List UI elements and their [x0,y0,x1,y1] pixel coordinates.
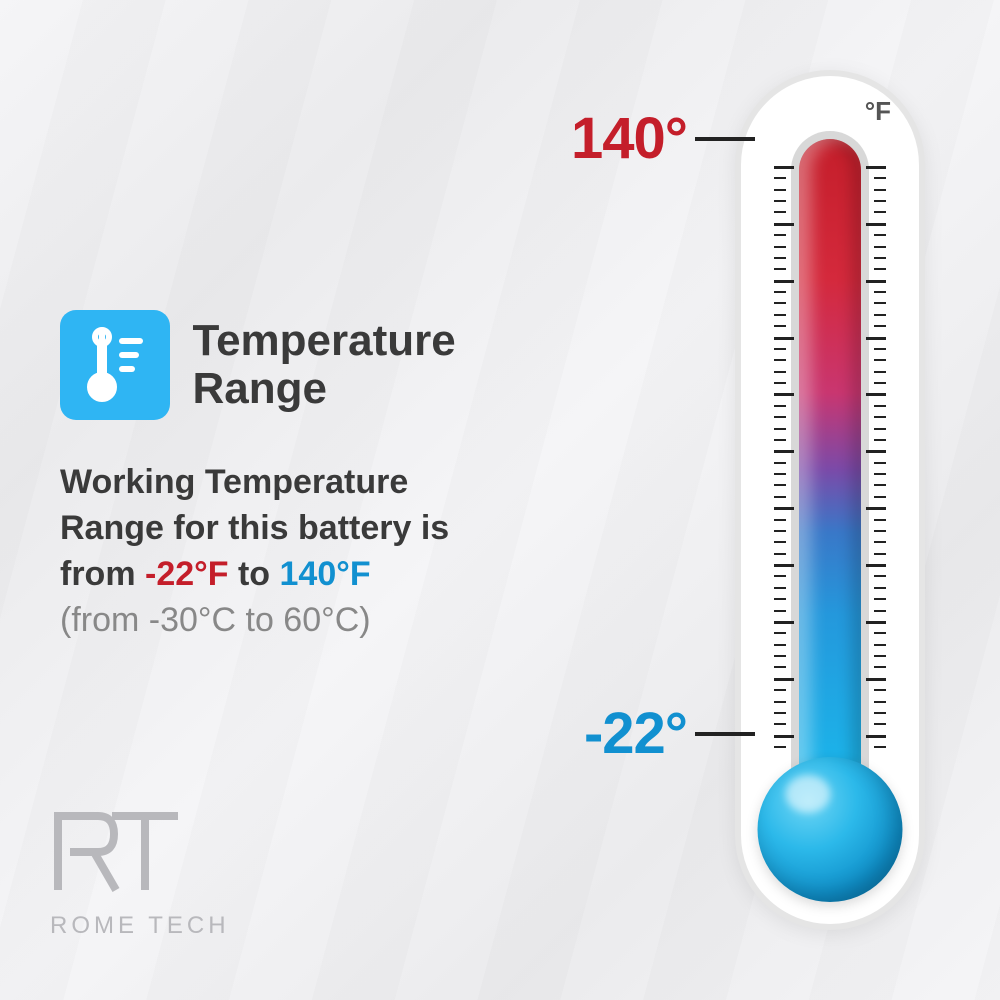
max-temp-marker: 140° [571,105,755,172]
unit-label: °F [865,96,891,127]
min-temp-value: -22° [584,700,687,767]
content-panel: TemperatureRange Working Temperature Ran… [60,310,560,644]
tick-marks [774,166,886,746]
desc-line3-mid: to [229,555,280,593]
desc-line1: Working Temperature [60,463,408,501]
thermometer-icon [60,310,170,420]
title-line2: Range [192,364,326,413]
marker-line [695,732,755,736]
description: Working Temperature Range for this batte… [60,460,560,644]
header-row: TemperatureRange [60,310,560,420]
min-temp-marker: -22° [584,700,755,767]
logo-text: ROME TECH [50,912,230,940]
marker-line [695,137,755,141]
max-temp-value: 140° [571,105,687,172]
hot-temp: 140°F [280,555,371,593]
title-line1: Temperature [192,316,455,365]
desc-line3-pre: from [60,555,145,593]
brand-logo: ROME TECH [50,808,230,940]
thermometer-body: °F [735,70,925,930]
thermometer-bulb [758,757,903,902]
thermometer: °F [720,70,940,930]
celsius-range: (from -30°C to 60°C) [60,601,371,639]
cold-temp: -22°F [145,555,229,593]
title: TemperatureRange [192,317,455,414]
logo-mark [50,808,230,904]
desc-line2: Range for this battery is [60,509,449,547]
